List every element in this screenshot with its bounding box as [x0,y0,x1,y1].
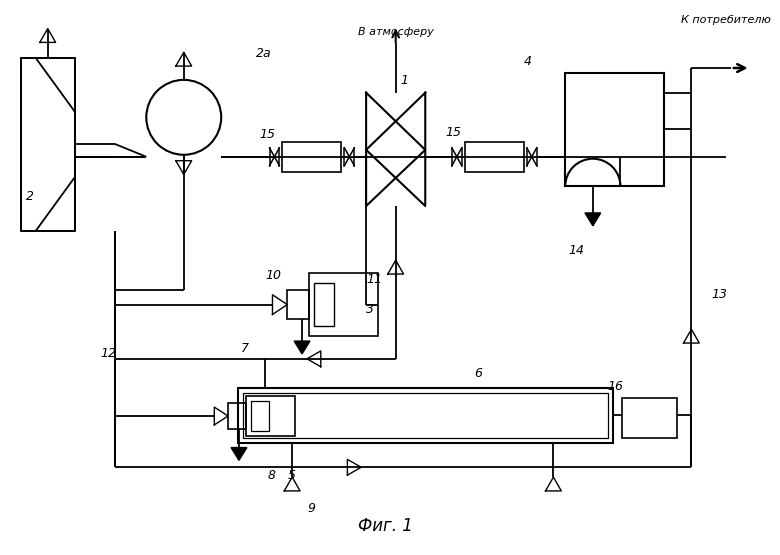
Text: 1: 1 [401,74,409,87]
Text: 14: 14 [568,244,584,257]
Bar [309,273,378,336]
Bar [282,142,342,171]
Text: 15: 15 [260,128,275,140]
Bar [622,398,676,438]
Bar [314,283,334,326]
Polygon shape [294,341,310,354]
Bar [246,396,295,436]
Bar [287,290,309,319]
Bar [243,393,608,438]
Text: 4: 4 [524,54,532,68]
Text: К потребителю: К потребителю [681,15,771,25]
Text: 6: 6 [474,367,483,380]
Polygon shape [231,447,246,460]
Polygon shape [585,213,601,226]
Text: 12: 12 [100,347,116,360]
Text: 7: 7 [241,342,249,355]
Text: 9: 9 [307,502,315,515]
Text: 11: 11 [366,274,382,286]
Text: 15: 15 [445,125,461,139]
Text: 2: 2 [26,190,34,203]
Text: 5: 5 [287,468,296,482]
Text: 3: 3 [366,303,374,316]
Text: В атмосферу: В атмосферу [358,27,434,37]
Text: 13: 13 [711,288,727,301]
Bar [21,58,76,231]
Bar [251,401,268,431]
Text: Фиг. 1: Фиг. 1 [358,517,413,536]
Text: 16: 16 [608,380,624,393]
Text: 8: 8 [268,468,275,482]
Bar [238,388,612,443]
Text: 2а: 2а [256,47,271,60]
Text: 10: 10 [265,269,282,281]
Bar [228,403,246,429]
Bar [566,73,664,186]
Bar [465,142,524,171]
